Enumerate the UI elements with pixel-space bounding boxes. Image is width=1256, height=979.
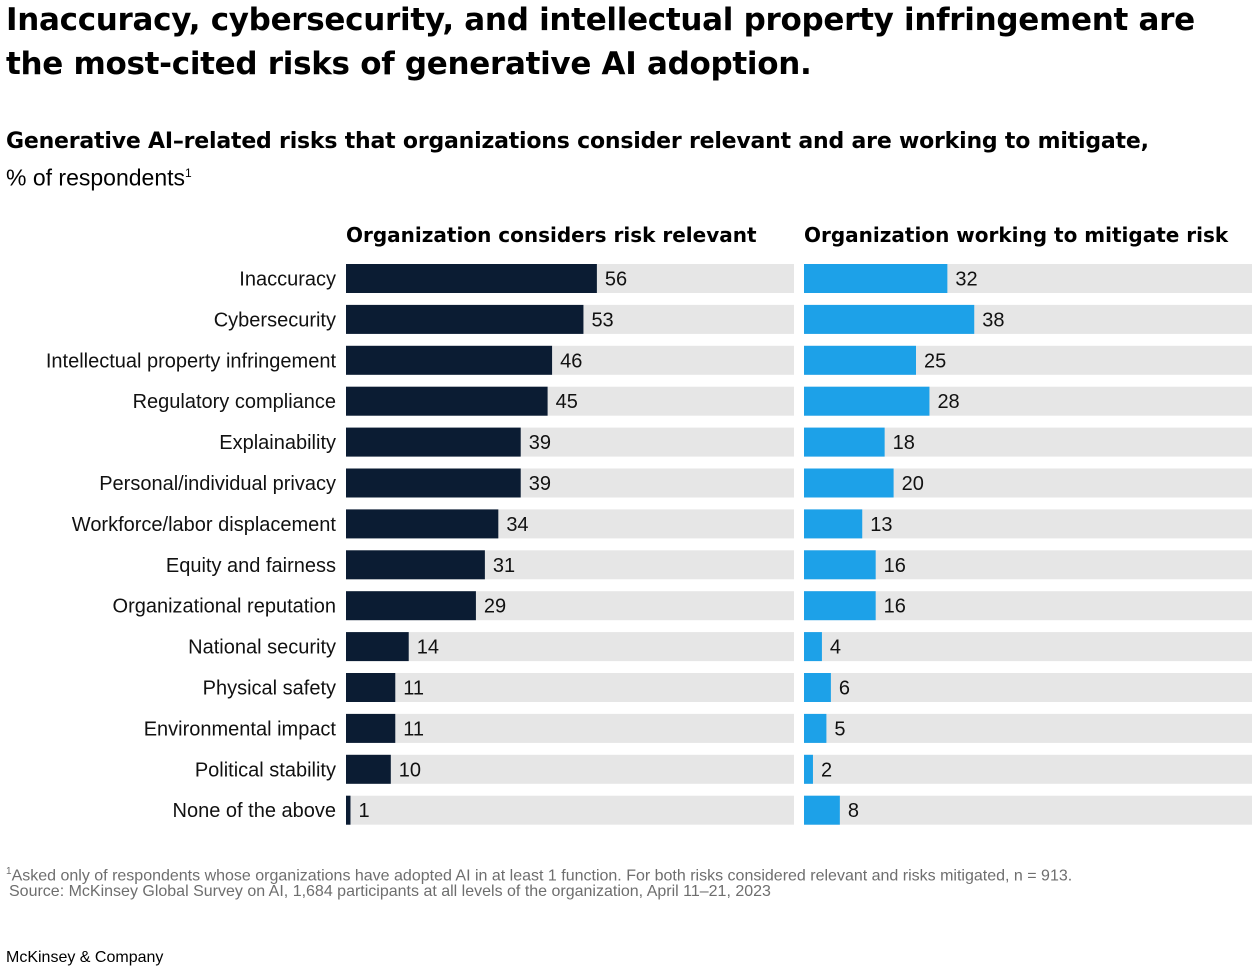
bar-risk-environmental-impact: [346, 713, 396, 743]
value-label: 11: [403, 718, 424, 740]
category-label-physical-safety: Physical safety: [203, 678, 336, 700]
bar-to-inaccuracy: [804, 264, 948, 293]
value-label: 14: [417, 637, 439, 659]
value-label: 6: [839, 678, 850, 700]
bar-risk-workforce-labor-displacement: [346, 509, 499, 539]
bar-to-political-stability: [804, 754, 813, 784]
bar-track: [804, 795, 1252, 825]
footnote-text: Asked only of respondents whose organiza…: [11, 867, 1073, 885]
panel-header-organization-considers-risk-relevant: Organization considers risk relevant: [346, 223, 757, 247]
bar-track: [346, 713, 794, 743]
chart-unit-label: % of respondents1: [6, 158, 192, 193]
bar-risk-physical-safety: [346, 673, 396, 702]
bar-to-environmental-impact: [804, 713, 827, 743]
category-label-inaccuracy: Inaccuracy: [239, 269, 336, 291]
bar-track: [804, 713, 1252, 743]
bar-to-equity-and-fairness: [804, 550, 876, 580]
value-label: 8: [848, 800, 859, 822]
value-label: 39: [529, 432, 551, 454]
category-label-workforce-labor-displacement: Workforce/labor displacement: [72, 514, 337, 536]
footnote-marker: 1: [6, 866, 12, 877]
value-label: 45: [556, 391, 578, 413]
value-label: 46: [560, 350, 582, 372]
bar-to-physical-safety: [804, 673, 831, 702]
value-label: 56: [605, 269, 627, 291]
value-label: 5: [834, 718, 845, 740]
bar-chart: Organization considers risk relevant Orga…: [46, 223, 1252, 825]
bar-risk-political-stability: [346, 754, 391, 784]
category-label-equity-and-fairness: Equity and fairness: [166, 555, 336, 577]
bar-to-none-of-the-above: [804, 795, 840, 825]
value-label: 11: [403, 678, 424, 700]
bar-track: [346, 754, 794, 784]
category-label-organizational-reputation: Organizational reputation: [113, 596, 336, 618]
bar-track: [804, 754, 1252, 784]
bar-track: [804, 509, 1252, 539]
value-label: 31: [493, 555, 515, 577]
bar-risk-regulatory-compliance: [346, 386, 548, 416]
bar-to-intellectual-property-infringement: [804, 345, 916, 375]
category-label-personal-individual-privacy: Personal/individual privacy: [99, 473, 336, 495]
bar-track: [804, 632, 1252, 662]
bar-track: [804, 591, 1252, 621]
value-label: 13: [870, 514, 892, 536]
value-label: 10: [399, 759, 421, 781]
value-label: 2: [821, 759, 832, 781]
bar-risk-explainability: [346, 427, 521, 457]
bar-to-regulatory-compliance: [804, 386, 930, 416]
bar-track: [346, 795, 794, 825]
unit-footnote-marker: 1: [185, 166, 192, 180]
unit-text: % of respondents: [6, 164, 186, 191]
bar-risk-personal-individual-privacy: [346, 468, 521, 498]
bar-to-organizational-reputation: [804, 591, 876, 621]
chart-subtitle: Generative AI–related risks that organiz…: [6, 129, 1149, 154]
value-label: 53: [591, 309, 613, 331]
source-note: Source: McKinsey Global Survey on AI, 1,…: [9, 883, 771, 900]
category-label-national-security: National security: [188, 637, 336, 659]
category-label-cybersecurity: Cybersecurity: [214, 309, 336, 331]
bar-track: [346, 673, 794, 702]
footnote: 1Asked only of respondents whose organiz…: [6, 862, 1246, 886]
category-label-political-stability: Political stability: [195, 759, 336, 781]
value-label: 20: [902, 473, 924, 495]
bar-risk-intellectual-property-infringement: [346, 345, 553, 375]
category-label-none-of-the-above: None of the above: [173, 800, 336, 822]
value-label: 38: [982, 309, 1004, 331]
value-label: 34: [506, 514, 528, 536]
category-label-explainability: Explainability: [219, 432, 336, 454]
bar-to-cybersecurity: [804, 304, 975, 334]
bar-risk-equity-and-fairness: [346, 550, 485, 580]
value-label: 1: [358, 800, 369, 822]
bar-risk-organizational-reputation: [346, 591, 476, 621]
value-label: 16: [884, 555, 906, 577]
bar-track: [804, 673, 1252, 702]
bar-track: [804, 550, 1252, 580]
bar-risk-inaccuracy: [346, 264, 597, 293]
bar-to-explainability: [804, 427, 885, 457]
value-label: 4: [830, 637, 841, 659]
value-label: 29: [484, 596, 506, 618]
value-label: 28: [937, 391, 959, 413]
value-label: 18: [893, 432, 915, 454]
bar-risk-cybersecurity: [346, 304, 584, 334]
bar-risk-none-of-the-above: [346, 795, 351, 825]
value-label: 39: [529, 473, 551, 495]
category-label-intellectual-property-infringement: Intellectual property infringement: [46, 350, 337, 372]
bar-to-national-security: [804, 632, 822, 662]
value-label: 32: [955, 269, 977, 291]
bar-to-personal-individual-privacy: [804, 468, 894, 498]
value-label: 16: [884, 596, 906, 618]
bar-risk-national-security: [346, 632, 409, 662]
category-label-regulatory-compliance: Regulatory compliance: [133, 391, 336, 413]
chart-headline: Inaccuracy, cybersecurity, and intellect…: [6, 2, 1195, 82]
brand-name: McKinsey & Company: [6, 949, 164, 966]
panel-header-organization-working-to-mitigate-risk: Organization working to mitigate risk: [804, 223, 1229, 247]
value-label: 25: [924, 350, 946, 372]
category-label-environmental-impact: Environmental impact: [144, 718, 337, 740]
bar-to-workforce-labor-displacement: [804, 509, 863, 539]
bar-track: [346, 632, 794, 662]
